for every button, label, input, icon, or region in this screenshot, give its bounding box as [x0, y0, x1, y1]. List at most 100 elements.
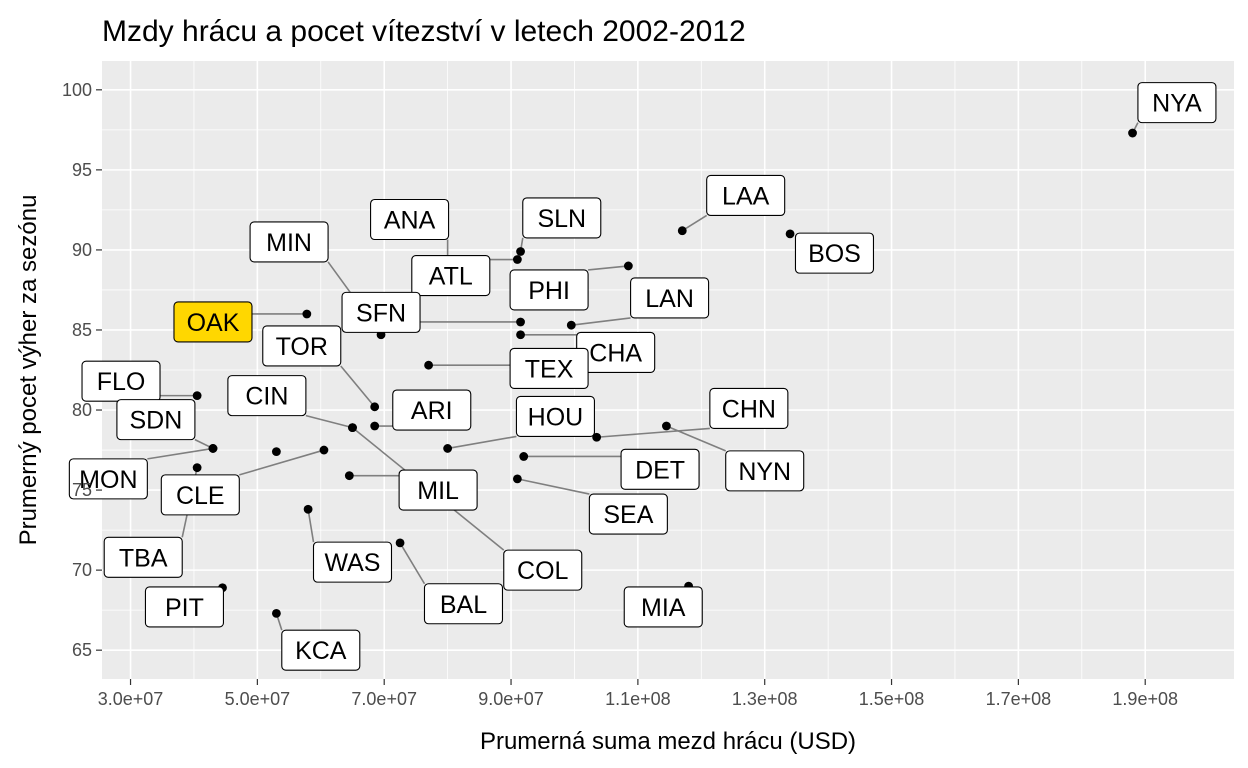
team-label-box	[262, 325, 342, 367]
data-point	[302, 309, 312, 319]
y-tick-label: 80	[72, 400, 92, 420]
team-label: LAA	[722, 182, 770, 210]
team-label: HOU	[528, 403, 584, 431]
x-axis-title: Prumerná suma mezd hrácu (USD)	[480, 728, 856, 755]
x-axis: 3.0e+07 5.0e+07 7.0e+07 9.0e+07 1.1e+08 1.3e+…	[98, 679, 1178, 709]
team-label-box	[509, 269, 589, 311]
team-label-box	[103, 536, 183, 578]
y-tick-label: 100	[62, 80, 92, 100]
team-label-box	[398, 469, 478, 511]
team-label: SEA	[603, 501, 653, 529]
data-point	[516, 317, 525, 327]
x-tick-label: 5.0e+07	[225, 689, 291, 709]
leader-line	[340, 365, 376, 408]
team-label: BOS	[808, 240, 861, 268]
team-label: BAL	[440, 591, 487, 619]
x-tick-label: 9.0e+07	[478, 689, 544, 709]
team-label: ANA	[384, 207, 436, 235]
data-points	[192, 128, 1137, 618]
chart-title: Mzdy hrácu a pocet vítezství v letech 20…	[102, 15, 746, 48]
data-point	[192, 463, 202, 473]
data-point	[512, 474, 522, 484]
leader-line	[447, 435, 517, 450]
team-label-box	[509, 347, 589, 389]
leader-line	[517, 478, 590, 495]
data-point	[566, 320, 576, 330]
team-label: PHI	[528, 277, 570, 305]
leader-line	[239, 449, 325, 476]
team-label-box	[706, 174, 786, 217]
team-label-box	[1137, 82, 1217, 124]
data-point	[344, 471, 354, 481]
team-label: OAK	[187, 309, 240, 337]
data-point	[1128, 128, 1137, 138]
team-label-box	[312, 541, 393, 583]
data-point	[303, 504, 313, 514]
data-point	[424, 360, 433, 370]
data-point	[662, 421, 671, 431]
data-point	[785, 229, 795, 239]
team-label: TOR	[276, 333, 328, 361]
leader-line	[305, 414, 353, 429]
team-label-box	[392, 389, 472, 431]
leader-line	[571, 317, 631, 326]
team-label-box	[588, 493, 668, 535]
x-tick-label: 1.1e+08	[605, 689, 671, 709]
leader-line	[596, 427, 710, 439]
y-tick-label: 75	[72, 480, 92, 500]
data-point	[192, 391, 202, 401]
team-label: NYN	[738, 458, 791, 486]
team-label-box	[227, 375, 307, 417]
data-point	[395, 538, 405, 548]
team-labels: NYA BOS LAA SLN ANA ATL PHI LAN MIN OAK SFN CHA TEX T…	[68, 82, 1217, 671]
team-label-box	[515, 395, 595, 437]
x-tick-label: 3.0e+07	[98, 689, 164, 709]
team-label: MIA	[641, 594, 686, 622]
y-axis-title: Prumerný pocet výher za sezónu	[15, 195, 42, 546]
data-point	[677, 226, 687, 236]
team-label: WAS	[324, 549, 380, 577]
data-point	[208, 444, 218, 453]
team-label-box	[411, 254, 491, 297]
team-label: TEX	[525, 355, 574, 383]
team-label-box	[623, 586, 703, 628]
team-label-box	[173, 301, 253, 343]
team-label: FLO	[97, 368, 146, 396]
team-label: COL	[517, 557, 569, 585]
team-label-box	[281, 629, 361, 671]
data-point	[271, 608, 281, 618]
team-label-box	[522, 197, 602, 239]
data-point	[370, 402, 380, 412]
team-label: CLE	[176, 482, 225, 510]
data-point	[516, 247, 525, 256]
team-label-box	[160, 474, 240, 516]
x-tick-label: 1.3e+08	[732, 689, 798, 709]
team-label-box	[503, 549, 583, 591]
team-label: TBA	[119, 544, 168, 572]
team-label: NYA	[1152, 90, 1202, 118]
x-tick-label: 7.0e+07	[351, 689, 417, 709]
team-label: MIN	[266, 229, 312, 257]
team-label-box	[370, 198, 450, 241]
data-point	[370, 421, 380, 431]
leader-line	[399, 542, 426, 585]
team-label-box	[68, 458, 148, 500]
leader-line	[588, 265, 629, 271]
team-label: CHN	[722, 395, 776, 423]
data-point	[516, 330, 525, 340]
leader-line	[307, 509, 315, 543]
y-tick-label: 85	[72, 320, 92, 340]
team-label-box	[144, 586, 224, 628]
team-label-box	[341, 291, 421, 333]
team-label-box	[630, 277, 710, 319]
team-label-box	[249, 221, 329, 263]
team-label: LAN	[645, 285, 694, 313]
team-label: PIT	[165, 594, 204, 622]
leader-line	[666, 425, 727, 452]
team-label: KCA	[295, 637, 347, 665]
leader-line	[681, 214, 708, 232]
team-label: SFN	[356, 299, 406, 327]
team-label: ARI	[411, 397, 453, 425]
team-label: CIN	[245, 383, 288, 411]
